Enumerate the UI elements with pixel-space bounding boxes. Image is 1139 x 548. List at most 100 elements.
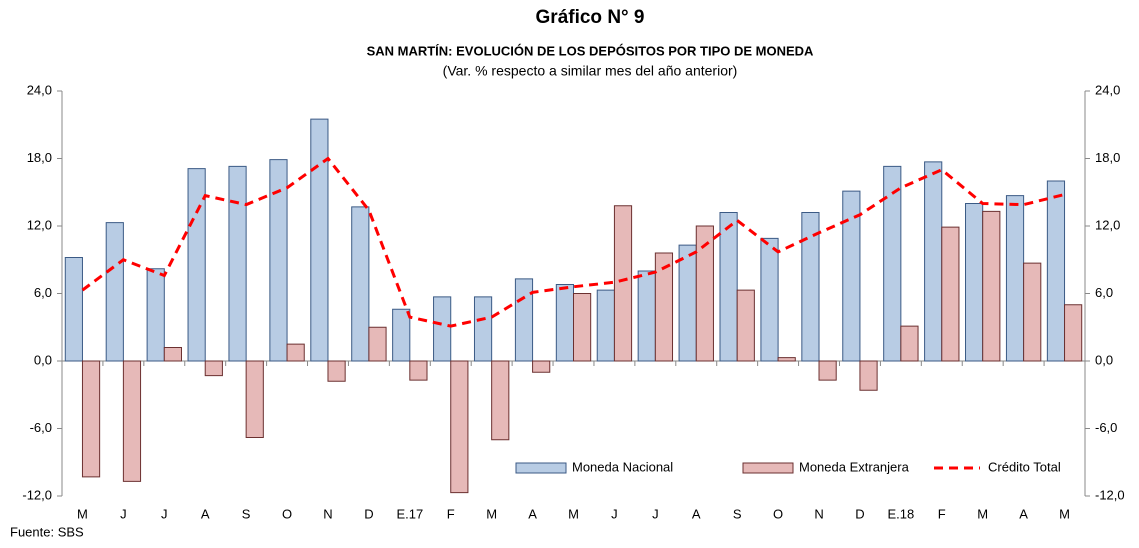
x-tick-label: D [855,506,864,521]
legend-label: Moneda Extranjera [799,459,910,474]
bar [64,257,83,362]
bar [818,360,837,381]
bar [269,159,288,362]
y2-tick-label: 0,0 [1095,352,1113,367]
bar [801,212,820,362]
x-tick-label: M [77,506,88,521]
bar [760,237,779,362]
bar [859,360,878,391]
bar [146,268,165,362]
x-tick-label: M [977,506,988,521]
x-tick-label: O [773,506,783,521]
bar [573,293,592,362]
bar [433,296,452,362]
bar [695,225,714,362]
bar [555,284,574,362]
legend-label: Moneda Nacional [572,459,673,474]
bar [351,206,370,362]
bar [450,360,469,494]
y2-tick-label: -6,0 [1095,420,1117,435]
bar [409,360,428,381]
x-tick-label: S [242,506,251,521]
bar [204,360,223,377]
bar [965,203,984,362]
legend-swatch [515,462,567,474]
chart-note: (Var. % respecto a similar mes del año a… [443,63,738,79]
x-tick-label: M [1059,506,1070,521]
chart-title: Gráfico N° 9 [536,7,645,28]
bar [678,244,697,362]
x-tick-label: M [486,506,497,521]
bar [1005,195,1025,362]
bar [900,325,919,362]
bar [736,289,755,362]
bar [245,360,264,438]
line [81,156,1065,328]
bar [1023,262,1042,362]
bar [122,360,142,482]
x-tick-label: N [814,506,823,521]
x-tick-label: A [201,506,210,521]
y-tick-label: 6,0 [34,285,52,300]
y-tick-label: 0,0 [34,352,52,367]
x-tick-label: A [1019,506,1028,521]
y2-tick-label: 24,0 [1095,82,1120,97]
y-tick-label: -12,0 [22,487,52,502]
bar [777,357,796,362]
bar [637,270,656,362]
bar [532,360,551,373]
bar [883,165,902,362]
x-tick-label: A [692,506,701,521]
x-tick-label: J [652,506,659,521]
bar [286,343,305,362]
x-tick-label: E.17 [396,506,423,521]
bar [473,296,493,362]
x-tick-label: J [611,506,618,521]
bar [924,161,943,362]
bar [81,360,101,478]
x-tick-label: J [120,506,127,521]
x-tick-label: J [161,506,168,521]
source: Fuente: SBS [10,524,84,539]
y2-tick-label: 18,0 [1095,150,1120,165]
bar [1064,304,1083,362]
bar [163,347,182,362]
y-tick-label: 24,0 [27,82,52,97]
bar [1046,180,1066,362]
bar [187,168,206,362]
bar [596,289,615,362]
y2-tick-label: 12,0 [1095,217,1120,232]
bar [514,278,534,362]
x-tick-label: M [568,506,579,521]
x-tick-label: F [938,506,946,521]
x-tick-label: S [733,506,742,521]
bar [310,118,329,362]
legend-label: Crédito Total [988,459,1061,474]
x-tick-label: E.18 [887,506,914,521]
x-tick-label: A [528,506,537,521]
x-tick-label: F [447,506,455,521]
bar [613,205,633,362]
bar [654,252,674,362]
bar [327,360,346,382]
x-tick-label: D [364,506,373,521]
bar [105,222,124,362]
bar [982,210,1001,362]
x-tick-label: N [323,506,332,521]
y2-tick-label: 6,0 [1095,285,1113,300]
chart-subtitle: SAN MARTÍN: EVOLUCIÓN DE LOS DEPÓSITOS P… [367,43,814,58]
y-tick-label: -6,0 [30,420,52,435]
bar [491,360,510,441]
y-tick-label: 12,0 [27,217,52,232]
bar [392,308,411,362]
legend-swatch [742,462,794,474]
bar [228,165,247,362]
bar [842,190,861,362]
bar [941,226,960,362]
y-tick-label: 18,0 [27,150,52,165]
bar [719,212,738,362]
y2-tick-label: -12,0 [1095,487,1125,502]
x-tick-label: O [282,506,292,521]
